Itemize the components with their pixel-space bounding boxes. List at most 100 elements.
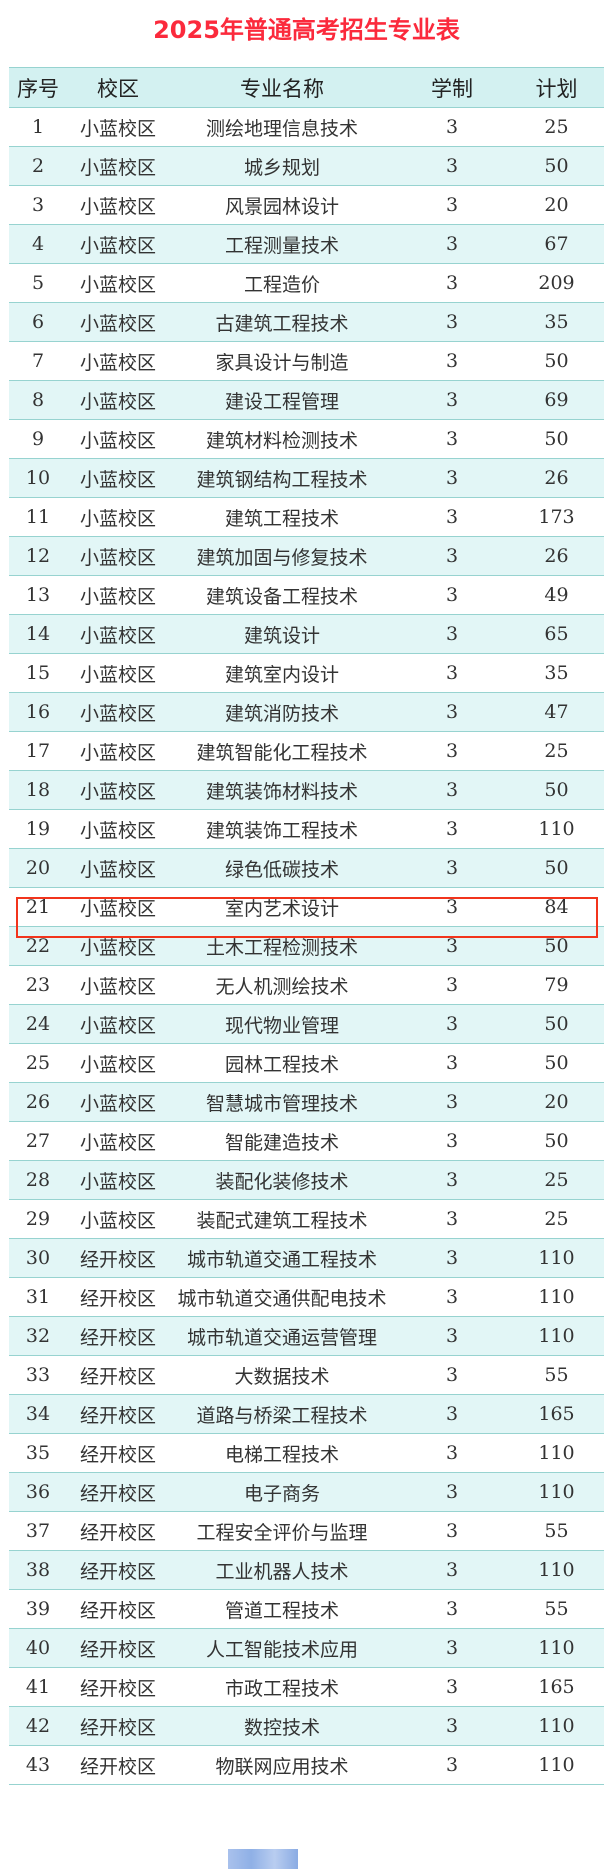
cell-major: 工程安全评价与监理 — [169, 1511, 395, 1551]
cell-duration: 3 — [395, 614, 509, 654]
cell-index: 34 — [9, 1394, 67, 1434]
cell-plan: 50 — [509, 341, 604, 381]
cell-major: 城市轨道交通供配电技术 — [169, 1277, 395, 1317]
table-row: 2 小蓝校区 城乡规划 3 50 — [9, 146, 604, 186]
cell-major: 建筑钢结构工程技术 — [169, 458, 395, 498]
cell-duration: 3 — [395, 536, 509, 576]
cell-plan: 35 — [509, 302, 604, 342]
page-title: 2025年普通高考招生专业表 — [153, 16, 460, 44]
table-row: 32 经开校区 城市轨道交通运营管理 3 110 — [9, 1316, 604, 1356]
cell-campus: 经开校区 — [67, 1550, 169, 1590]
cell-campus: 小蓝校区 — [67, 1043, 169, 1083]
header-campus: 校区 — [67, 67, 169, 108]
cell-index: 40 — [9, 1628, 67, 1668]
table-row: 10 小蓝校区 建筑钢结构工程技术 3 26 — [9, 458, 604, 498]
table-row: 11 小蓝校区 建筑工程技术 3 173 — [9, 497, 604, 537]
cell-campus: 小蓝校区 — [67, 458, 169, 498]
cell-major: 家具设计与制造 — [169, 341, 395, 381]
cell-campus: 小蓝校区 — [67, 848, 169, 888]
cell-campus: 小蓝校区 — [67, 575, 169, 615]
cell-index: 11 — [9, 497, 67, 537]
cell-duration: 3 — [395, 1277, 509, 1317]
cell-campus: 经开校区 — [67, 1667, 169, 1707]
cell-duration: 3 — [395, 1628, 509, 1668]
cell-index: 41 — [9, 1667, 67, 1707]
cell-plan: 20 — [509, 1082, 604, 1122]
cell-major: 园林工程技术 — [169, 1043, 395, 1083]
cell-index: 1 — [9, 107, 67, 147]
cell-plan: 55 — [509, 1355, 604, 1395]
cell-index: 42 — [9, 1706, 67, 1746]
cell-duration: 3 — [395, 1160, 509, 1200]
cell-major: 古建筑工程技术 — [169, 302, 395, 342]
table-row: 29 小蓝校区 装配式建筑工程技术 3 25 — [9, 1199, 604, 1239]
cell-plan: 47 — [509, 692, 604, 732]
cell-index: 17 — [9, 731, 67, 771]
cell-campus: 小蓝校区 — [67, 341, 169, 381]
cell-duration: 3 — [395, 887, 509, 927]
cell-major: 工业机器人技术 — [169, 1550, 395, 1590]
cell-campus: 小蓝校区 — [67, 497, 169, 537]
cell-duration: 3 — [395, 692, 509, 732]
cell-plan: 110 — [509, 1316, 604, 1356]
cell-major: 人工智能技术应用 — [169, 1628, 395, 1668]
cell-campus: 小蓝校区 — [67, 887, 169, 927]
table-row: 9 小蓝校区 建筑材料检测技术 3 50 — [9, 419, 604, 459]
cell-plan: 110 — [509, 1238, 604, 1278]
cell-duration: 3 — [395, 848, 509, 888]
cell-campus: 小蓝校区 — [67, 302, 169, 342]
cell-campus: 小蓝校区 — [67, 224, 169, 264]
table-row: 24 小蓝校区 现代物业管理 3 50 — [9, 1004, 604, 1044]
cell-index: 9 — [9, 419, 67, 459]
cell-campus: 小蓝校区 — [67, 1082, 169, 1122]
table-row: 7 小蓝校区 家具设计与制造 3 50 — [9, 341, 604, 381]
cell-major: 室内艺术设计 — [169, 887, 395, 927]
cell-index: 37 — [9, 1511, 67, 1551]
cell-campus: 经开校区 — [67, 1472, 169, 1512]
cell-campus: 经开校区 — [67, 1355, 169, 1395]
header-index: 序号 — [9, 67, 67, 108]
cell-index: 38 — [9, 1550, 67, 1590]
header-duration: 学制 — [395, 67, 509, 108]
cell-plan: 20 — [509, 185, 604, 225]
cell-plan: 50 — [509, 1121, 604, 1161]
cell-duration: 3 — [395, 1589, 509, 1629]
cell-duration: 3 — [395, 965, 509, 1005]
cell-index: 18 — [9, 770, 67, 810]
cell-duration: 3 — [395, 224, 509, 264]
cell-plan: 55 — [509, 1589, 604, 1629]
cell-major: 电梯工程技术 — [169, 1433, 395, 1473]
cell-major: 城乡规划 — [169, 146, 395, 186]
table-row: 27 小蓝校区 智能建造技术 3 50 — [9, 1121, 604, 1161]
cell-index: 27 — [9, 1121, 67, 1161]
cell-duration: 3 — [395, 1745, 509, 1785]
cell-major: 大数据技术 — [169, 1355, 395, 1395]
cell-index: 23 — [9, 965, 67, 1005]
cell-campus: 经开校区 — [67, 1316, 169, 1356]
cell-major: 建筑加固与修复技术 — [169, 536, 395, 576]
cell-plan: 110 — [509, 1433, 604, 1473]
cell-campus: 小蓝校区 — [67, 185, 169, 225]
table-header: 序号 校区 专业名称 学制 计划 — [9, 67, 604, 108]
cell-major: 土木工程检测技术 — [169, 926, 395, 966]
cell-plan: 25 — [509, 1160, 604, 1200]
table-row: 23 小蓝校区 无人机测绘技术 3 79 — [9, 965, 604, 1005]
cell-duration: 3 — [395, 1082, 509, 1122]
table-row: 31 经开校区 城市轨道交通供配电技术 3 110 — [9, 1277, 604, 1317]
cell-duration: 3 — [395, 1394, 509, 1434]
header-major: 专业名称 — [169, 67, 395, 108]
cell-index: 4 — [9, 224, 67, 264]
cell-duration: 3 — [395, 1667, 509, 1707]
cell-duration: 3 — [395, 731, 509, 771]
cell-index: 22 — [9, 926, 67, 966]
cell-plan: 165 — [509, 1667, 604, 1707]
cell-major: 工程测量技术 — [169, 224, 395, 264]
cell-campus: 小蓝校区 — [67, 809, 169, 849]
cell-index: 25 — [9, 1043, 67, 1083]
cell-campus: 小蓝校区 — [67, 926, 169, 966]
table-row: 34 经开校区 道路与桥梁工程技术 3 165 — [9, 1394, 604, 1434]
cell-campus: 小蓝校区 — [67, 419, 169, 459]
cell-index: 39 — [9, 1589, 67, 1629]
table-row: 37 经开校区 工程安全评价与监理 3 55 — [9, 1511, 604, 1551]
cell-major: 城市轨道交通运营管理 — [169, 1316, 395, 1356]
